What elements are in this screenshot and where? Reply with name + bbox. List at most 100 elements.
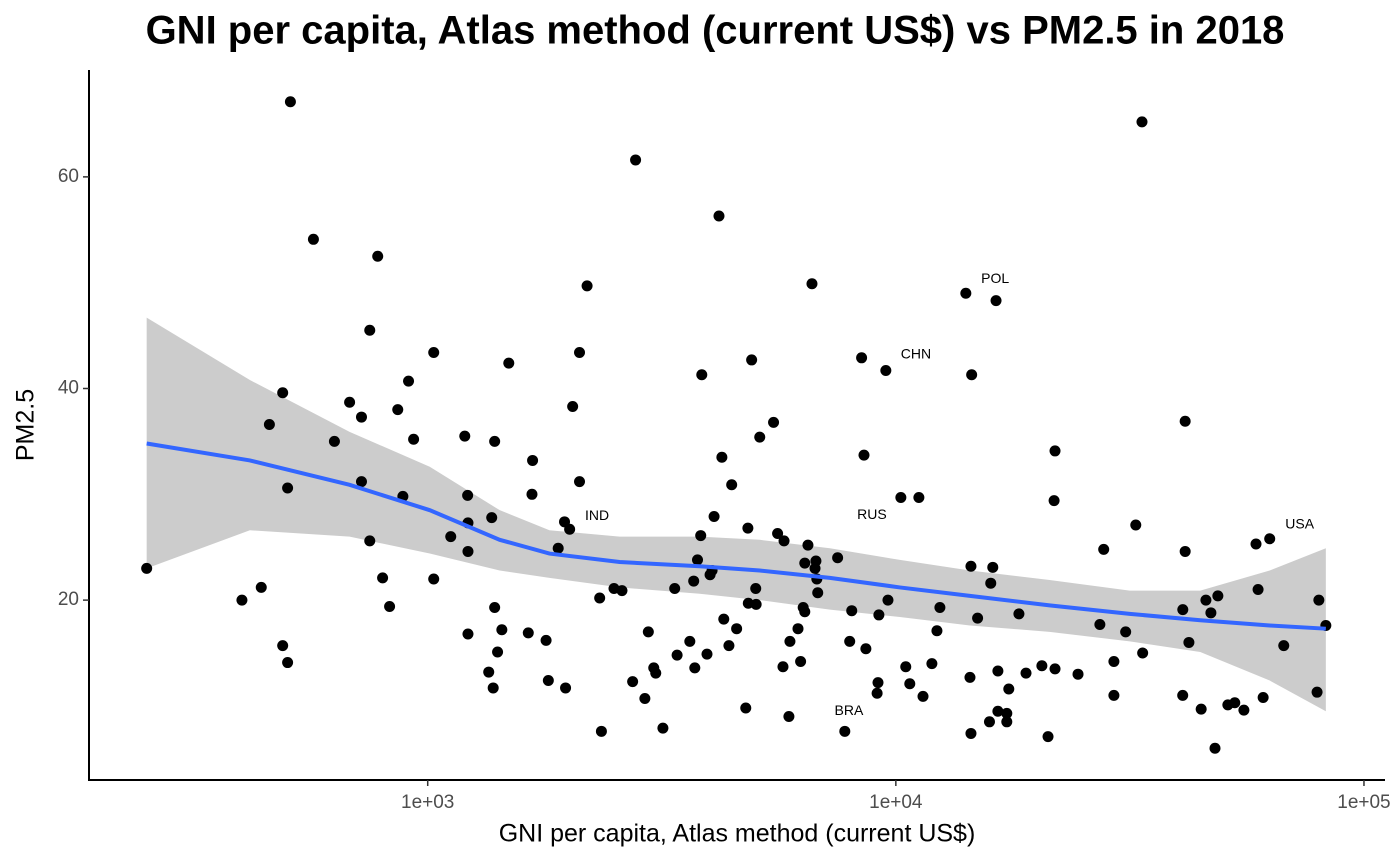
data-point <box>990 295 1002 307</box>
data-point <box>364 535 376 547</box>
data-point <box>642 626 654 638</box>
data-point <box>307 233 319 245</box>
data-point <box>904 678 916 690</box>
data-point <box>595 725 607 737</box>
data-point <box>812 587 824 599</box>
data-point <box>964 671 976 683</box>
data-point <box>377 572 389 584</box>
data-point <box>772 527 784 539</box>
data-point <box>934 602 946 614</box>
data-point <box>428 573 440 585</box>
data-point <box>650 667 662 679</box>
data-point <box>1179 415 1191 427</box>
x-tick-label: 1e+03 <box>401 792 454 813</box>
data-point <box>671 649 683 661</box>
y-tick-label: 40 <box>58 378 79 399</box>
x-tick-label: 1e+04 <box>869 792 923 813</box>
data-point <box>1136 116 1148 128</box>
data-point <box>581 280 593 292</box>
data-point <box>713 210 725 222</box>
data-point <box>985 577 997 589</box>
data-point <box>839 725 851 737</box>
data-point <box>1020 667 1032 679</box>
data-point <box>960 287 972 299</box>
data-point <box>1200 594 1212 606</box>
data-point <box>1183 636 1195 648</box>
data-point <box>328 435 340 447</box>
data-point <box>1311 686 1323 698</box>
data-point <box>895 491 907 503</box>
data-point <box>1177 689 1189 701</box>
data-point <box>574 476 586 488</box>
data-point <box>742 522 754 534</box>
point-annotation: CHN <box>901 345 931 361</box>
data-point <box>860 643 872 655</box>
data-point <box>1098 543 1110 555</box>
data-point <box>1195 703 1207 715</box>
data-point <box>564 523 576 535</box>
data-point <box>1179 545 1191 557</box>
data-point <box>1013 608 1025 620</box>
data-point <box>560 682 572 694</box>
x-tick-label: 1e+05 <box>1337 792 1390 813</box>
data-point <box>926 658 938 670</box>
data-point <box>966 369 978 381</box>
data-point <box>696 369 708 381</box>
point-annotation: USA <box>1285 516 1314 532</box>
data-point <box>684 635 696 647</box>
point-annotation: POL <box>981 270 1009 286</box>
data-point <box>778 535 790 547</box>
data-point <box>689 662 701 674</box>
data-point <box>750 598 762 610</box>
data-point <box>873 609 885 621</box>
data-point <box>1120 626 1132 638</box>
data-point <box>1264 533 1276 545</box>
plot-area: POL CHN IND RUS USA BRA <box>141 96 1332 754</box>
data-point <box>1212 590 1224 602</box>
data-point <box>282 482 294 494</box>
data-point <box>255 581 267 593</box>
data-point <box>552 542 564 554</box>
data-point <box>1049 663 1061 675</box>
point-annotation: BRA <box>835 702 864 718</box>
data-point <box>701 648 713 660</box>
data-point <box>965 560 977 572</box>
data-point <box>284 96 296 108</box>
data-point <box>723 640 735 652</box>
data-point <box>236 594 248 606</box>
data-point <box>1108 689 1120 701</box>
data-point <box>372 250 384 262</box>
data-point <box>459 430 471 442</box>
data-point <box>657 722 669 734</box>
data-point <box>1229 697 1241 709</box>
data-point <box>1209 742 1221 754</box>
data-point <box>489 602 501 614</box>
y-tick-label: 20 <box>58 589 79 610</box>
data-point <box>462 628 474 640</box>
data-point <box>806 278 818 290</box>
data-point <box>639 693 651 705</box>
data-point <box>445 531 457 543</box>
data-point <box>795 655 807 667</box>
data-point <box>496 624 508 636</box>
data-point <box>428 347 440 359</box>
data-point <box>574 347 586 359</box>
data-point <box>692 554 704 566</box>
data-point <box>792 623 804 635</box>
data-point <box>695 530 707 542</box>
data-point <box>483 666 495 678</box>
data-point <box>344 396 356 408</box>
data-point <box>880 365 892 377</box>
data-point <box>408 433 420 445</box>
data-point <box>688 575 700 587</box>
data-point <box>858 449 870 461</box>
data-point <box>1205 607 1217 619</box>
smooth-line <box>146 441 1326 631</box>
data-point <box>802 539 814 551</box>
data-point <box>809 562 821 574</box>
data-point <box>462 545 474 557</box>
data-point <box>846 605 858 617</box>
data-point <box>1252 584 1264 596</box>
point-annotation: RUS <box>857 506 887 522</box>
